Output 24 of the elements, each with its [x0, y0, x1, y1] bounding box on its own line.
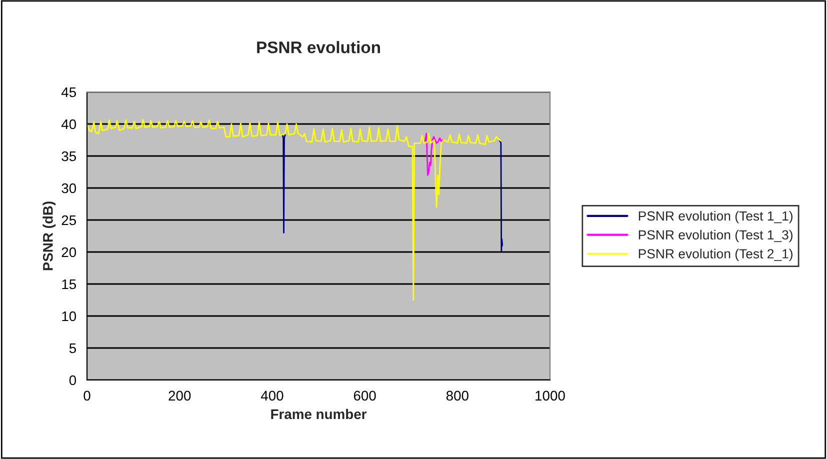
y-tick-label: 0	[69, 375, 76, 386]
y-tick-label: 10	[62, 311, 76, 322]
legend-label: PSNR evolution (Test 1_1)	[638, 210, 792, 224]
y-tick-label: 30	[62, 183, 76, 194]
line-series	[87, 118, 502, 301]
x-tick-label: 600	[354, 390, 376, 401]
y-tick-label: 20	[62, 247, 76, 258]
x-tick-label: 200	[168, 390, 191, 401]
chart-title: PSNR evolution	[257, 41, 380, 54]
y-tick-label: 40	[61, 119, 76, 130]
legend-label: PSNR evolution (Test 1_3)	[638, 230, 792, 242]
x-axis-title: Frame number	[271, 408, 367, 420]
line-series	[424, 132, 444, 176]
y-tick-label: 25	[62, 215, 76, 226]
y-tick-label: 15	[62, 279, 76, 290]
legend-label: PSNR evolution (Test 2_1)	[638, 248, 792, 262]
y-tick-label: 35	[62, 151, 76, 162]
y-axis-title: PSNR (dB)	[42, 202, 56, 270]
y-tick-label: 45	[61, 87, 76, 98]
x-tick-label: 1000	[536, 390, 565, 401]
x-tick-label: 400	[260, 390, 284, 401]
x-tick-label: 0	[84, 390, 90, 401]
x-tick-label: 800	[446, 390, 468, 401]
y-tick-label: 5	[69, 343, 76, 354]
